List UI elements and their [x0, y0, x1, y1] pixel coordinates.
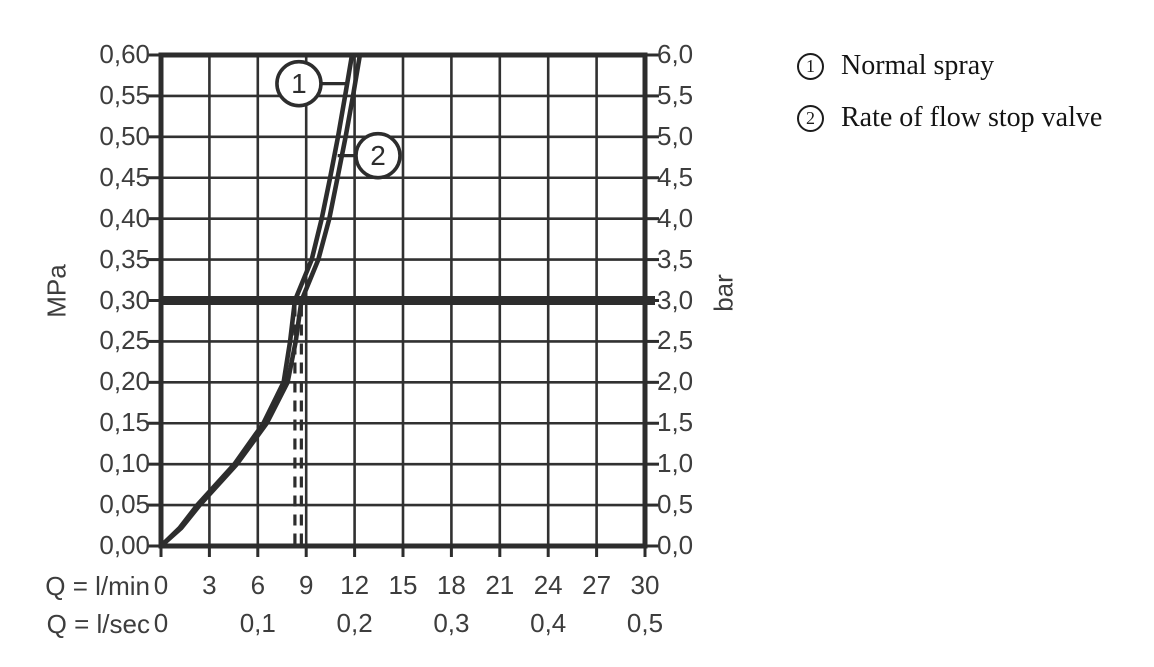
y-left-tick-label: 0,10: [99, 448, 150, 479]
y-right-tick-label: 0,5: [657, 489, 694, 520]
x-lsec-tick-label: 0,3: [433, 608, 470, 638]
legend-item-flow-stop-valve: 2 Rate of flow stop valve: [797, 102, 1102, 134]
y-right-tick-label: 4,5: [657, 161, 694, 192]
y-left-tick-label: 0,00: [99, 530, 150, 560]
y-right-tick-label: 3,0: [657, 284, 694, 315]
x-lmin-tick-label: 3: [202, 570, 217, 600]
x-lsec-tick-label: 0,5: [626, 608, 664, 638]
y-left-tick-label: 0,40: [99, 202, 150, 233]
curve-label-number-1: 1: [291, 68, 307, 99]
y-right-tick-label: 1,5: [657, 407, 694, 438]
y-left-tick-label: 0,20: [99, 366, 150, 397]
y-left-tick-label: 0,50: [99, 120, 150, 151]
x-axis-caption-lsec: Q = l/sec: [46, 609, 150, 639]
legend-label-flow-stop-valve: Rate of flow stop valve: [841, 102, 1103, 133]
x-lmin-tick-label: 6: [250, 570, 266, 600]
y-left-tick-label: 0,60: [99, 39, 150, 69]
y-right-tick-label: 2,0: [657, 366, 694, 397]
y-right-tick-label: 6,0: [657, 39, 694, 69]
y-right-tick-label: 0,0: [657, 530, 694, 560]
x-lsec-tick-label: 0: [153, 608, 169, 638]
x-lmin-tick-label: 30: [630, 570, 660, 600]
y-left-tick-label: 0,15: [99, 407, 150, 438]
legend-label-normal-spray: Normal spray: [841, 50, 995, 81]
x-lmin-tick-label: 27: [582, 570, 612, 600]
curve-label-circle-2: [354, 131, 402, 180]
legend-marker-1-icon: 1: [797, 52, 824, 80]
y-left-tick-label: 0,25: [99, 325, 150, 356]
x-lsec-tick-label: 0,4: [530, 608, 567, 638]
y-left-tick-label: 0,55: [99, 79, 150, 110]
legend-item-normal-spray: 1 Normal spray: [797, 50, 1102, 82]
y-right-tick-label: 3,5: [657, 243, 694, 274]
x-lmin-tick-label: 18: [436, 570, 466, 600]
y-right-tick-label: 5,5: [657, 79, 694, 110]
y-right-tick-label: 2,5: [657, 325, 694, 356]
legend: 1 Normal spray 2 Rate of flow stop valve: [797, 50, 1102, 154]
curve-label-circle-1: [275, 59, 323, 108]
curve-label-number-2: 2: [370, 140, 386, 171]
y-left-tick-label: 0,05: [99, 489, 150, 520]
y-left-tick-label: 0,35: [99, 243, 150, 274]
x-lmin-tick-label: 15: [388, 570, 418, 600]
y-right-tick-label: 4,0: [657, 202, 694, 233]
x-lsec-tick-label: 0,1: [239, 608, 276, 638]
curve-rate-of-flow-stop-valve: [158, 52, 363, 549]
y-left-tick-label: 0,30: [99, 284, 150, 315]
y-right-tick-label: 5,0: [657, 120, 694, 151]
x-lmin-tick-label: 9: [298, 570, 314, 600]
x-lmin-tick-label: 21: [485, 570, 515, 600]
legend-marker-2-icon: 2: [797, 104, 824, 132]
x-lsec-tick-label: 0,2: [336, 608, 373, 638]
x-lmin-tick-label: 12: [340, 570, 370, 600]
y-left-tick-label: 0,45: [99, 161, 150, 192]
y-right-tick-label: 1,0: [657, 448, 694, 479]
x-axis-caption-lmin: Q = l/min: [45, 571, 150, 601]
y-left-axis-unit-mpa: MPa: [41, 264, 72, 318]
x-lmin-tick-label: 24: [533, 570, 563, 600]
x-lmin-tick-label: 0: [153, 570, 169, 600]
